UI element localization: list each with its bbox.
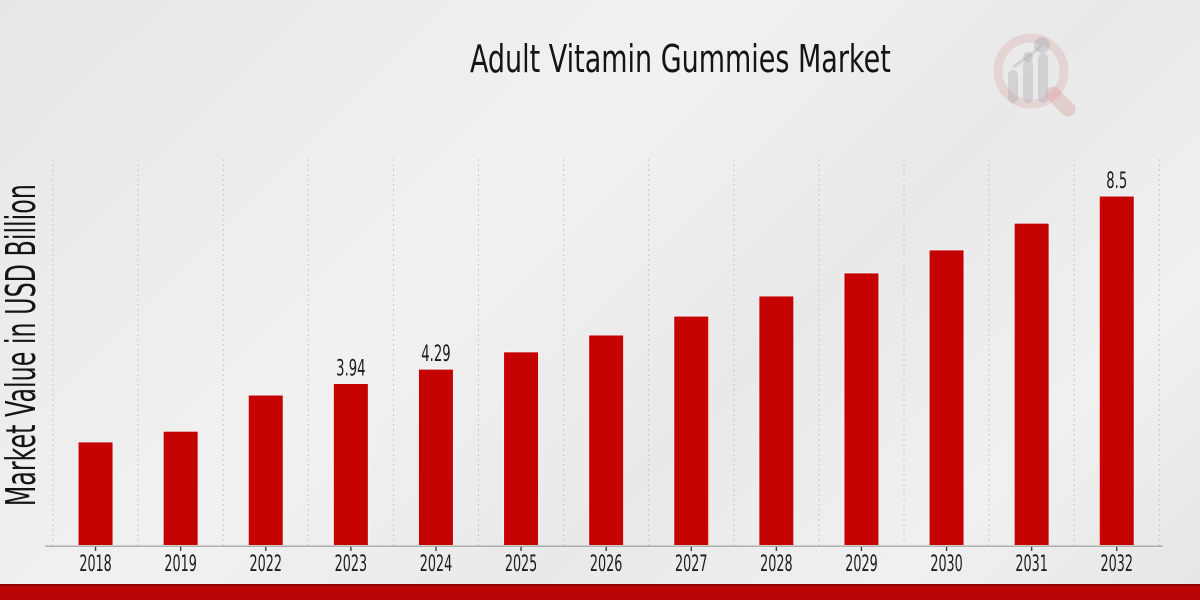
bar — [673, 315, 710, 546]
bar — [758, 295, 795, 546]
x-tick-label: 2031 — [1015, 551, 1047, 577]
x-tick-label: 2024 — [420, 551, 452, 577]
bar — [588, 334, 625, 546]
data-label: 4.29 — [421, 342, 450, 367]
bar — [843, 272, 880, 546]
bar — [162, 430, 199, 546]
x-tick-label: 2022 — [250, 551, 282, 577]
bar — [928, 249, 965, 547]
bar — [503, 351, 540, 547]
magnifier-bar-chart-logo-icon — [993, 33, 1076, 117]
data-label: 8.5 — [1106, 169, 1127, 194]
bar — [1013, 222, 1050, 546]
bar — [77, 441, 114, 546]
x-tick-label: 2032 — [1101, 551, 1133, 577]
bar — [417, 368, 454, 547]
bar — [332, 382, 369, 546]
x-tick-label: 2018 — [79, 551, 111, 577]
x-tick-label: 2025 — [505, 551, 537, 577]
x-tick-label: 2027 — [675, 551, 707, 577]
x-tick-label: 2030 — [930, 551, 962, 577]
x-tick-label: 2026 — [590, 551, 622, 577]
x-tick-label: 2029 — [845, 551, 877, 577]
data-label: 3.94 — [336, 356, 365, 381]
bar — [247, 394, 284, 546]
x-tick-label: 2028 — [760, 551, 792, 577]
bar — [1098, 195, 1135, 546]
x-tick-label: 2019 — [164, 551, 196, 577]
footer-accent-bar — [0, 584, 1200, 600]
x-tick-label: 2023 — [335, 551, 367, 577]
